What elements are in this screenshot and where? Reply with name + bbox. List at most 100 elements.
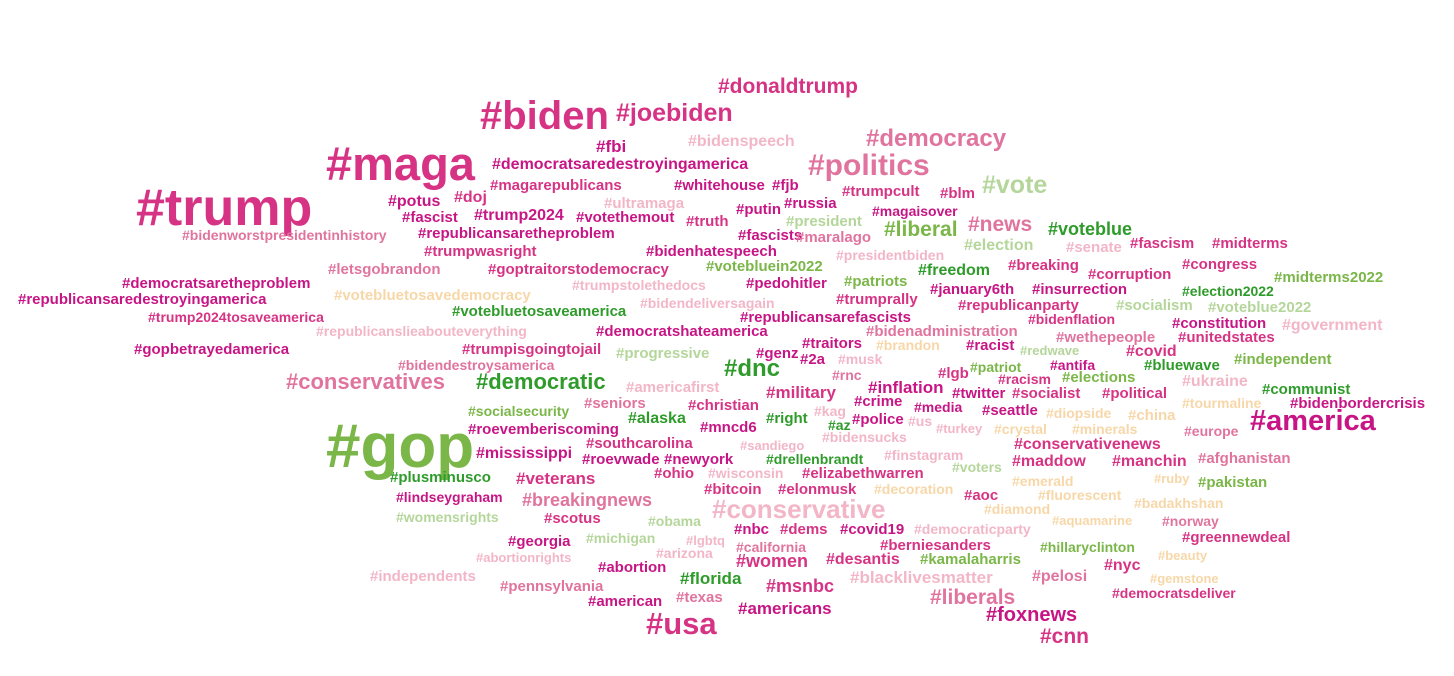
word-conservativenews: #conservativenews [1014,436,1161,453]
word-votebluetosavedemocracy: #votebluetosavedemocracy [334,287,531,304]
word-badakhshan: #badakhshan [1134,495,1224,511]
word-conservative: #conservative [712,494,886,524]
word-kag: #kag [814,403,846,419]
word-republicansarefascists: #republicansarefascists [740,309,911,326]
word-democratsaretheproblem: #democratsaretheproblem [122,275,311,292]
word-maddow: #maddow [1012,453,1086,470]
word-women: #women [736,551,809,571]
word-liberal: #liberal [884,218,958,241]
word-whitehouse: #whitehouse [674,177,765,194]
word-florida: #florida [680,569,742,588]
word-pedohitler: #pedohitler [746,275,827,292]
word-wethepeople: #wethepeople [1056,329,1156,346]
word-scotus: #scotus [544,510,601,527]
word-inflation: #inflation [868,378,944,397]
word-america: #america [1250,405,1376,437]
word-fluorescent: #fluorescent [1038,487,1122,503]
word-lindseygraham: #lindseygraham [396,489,503,505]
word-trumpwasright: #trumpwasright [424,243,537,260]
word-bitcoin: #bitcoin [704,481,762,498]
word-votethemout: #votethemout [576,209,675,226]
word-antifa: #antifa [1050,357,1096,373]
word-pakistan: #pakistan [1198,474,1268,491]
word-media: #media [914,399,963,415]
word-patriot: #patriot [970,359,1022,375]
word-republicansaretheproblem: #republicansaretheproblem [418,225,615,242]
word-putin: #putin [736,201,781,218]
word-letsgobrandon: #letsgobrandon [328,261,441,278]
word-cnn: #cnn [1040,625,1090,648]
word-seattle: #seattle [982,402,1038,419]
word-racist: #racist [966,337,1015,354]
word-fjb: #fjb [772,177,799,194]
word-independent: #independent [1234,351,1332,368]
word-newyork: #newyork [664,451,734,468]
word-republicanparty: #republicanparty [958,297,1079,314]
word-crystal: #crystal [994,421,1047,437]
word-corruption: #corruption [1088,266,1172,283]
word-china: #china [1128,407,1176,424]
word-maga: #maga [326,137,475,190]
word-fascist: #fascist [402,209,458,226]
word-sandiego: #sandiego [740,438,805,453]
word-mississippi: #mississippi [476,445,573,462]
word-democratsdeliver: #democratsdeliver [1112,585,1236,601]
word-blacklivesmatter: #blacklivesmatter [850,568,993,587]
word-alaska: #alaska [628,410,686,427]
word-joebiden: #joebiden [616,99,733,127]
word-fascism: #fascism [1130,235,1195,252]
word-trumprally: #trumprally [836,291,918,308]
word-2a: #2a [800,351,826,368]
word-unitedstates: #unitedstates [1178,329,1275,346]
word-ultramaga: #ultramaga [604,195,685,212]
word-gemstone: #gemstone [1150,571,1219,586]
word-maralago: #maralago [796,229,872,246]
word-georgia: #georgia [508,533,571,550]
word-roevemberiscoming: #roevemberiscoming [468,421,619,438]
word-election2022: #election2022 [1182,283,1274,299]
word-gopbetrayedamerica: #gopbetrayedamerica [134,341,290,358]
word-nyc: #nyc [1104,557,1141,574]
word-obama: #obama [648,513,701,529]
word-fbi: #fbi [596,137,627,156]
word-breakingnews: #breakingnews [522,490,653,510]
word-genz: #genz [756,345,799,362]
word-progressive: #progressive [616,345,710,362]
word-elections: #elections [1062,369,1136,386]
word-news: #news [968,213,1033,236]
word-bidendestroysamerica: #bidendestroysamerica [398,357,555,373]
word-ukraine: #ukraine [1182,373,1248,390]
word-communist: #communist [1262,381,1351,398]
word-congress: #congress [1182,256,1258,273]
word-covid: #covid [1126,343,1177,360]
word-finstagram: #finstagram [884,447,964,463]
word-christian: #christian [688,397,759,414]
word-plusminusco: #plusminusco [390,469,491,486]
word-wisconsin: #wisconsin [708,465,784,481]
word-covid19: #covid19 [840,521,905,538]
word-russia: #russia [784,195,837,212]
word-greennewdeal: #greennewdeal [1182,529,1291,546]
word-americafirst: #americafirst [626,379,720,396]
word-decoration: #decoration [874,481,954,497]
word-fascists: #fascists [738,227,803,244]
word-berniesanders: #berniesanders [880,537,991,554]
word-presidentbiden: #presidentbiden [836,247,945,263]
word-abortionrights: #abortionrights [476,550,572,565]
word-election: #election [964,237,1034,254]
word-bidenflation: #bidenflation [1028,311,1116,327]
word-trumpcult: #trumpcult [842,183,920,200]
word-pennsylvania: #pennsylvania [500,578,604,595]
word-traitors: #traitors [802,335,863,352]
word-magarepublicans: #magarepublicans [490,177,622,194]
word-bidenadministration: #bidenadministration [866,323,1018,340]
word-truth: #truth [686,213,729,230]
word-brandon: #brandon [876,337,940,353]
word-freedom: #freedom [918,262,991,279]
word-military: #military [766,383,836,402]
word-msnbc: #msnbc [766,576,835,596]
word-diamond: #diamond [984,501,1051,517]
word-us: #us [908,413,933,429]
word-trump2024tosaveamerica: #trump2024tosaveamerica [148,309,324,325]
word-diopside: #diopside [1046,405,1112,421]
